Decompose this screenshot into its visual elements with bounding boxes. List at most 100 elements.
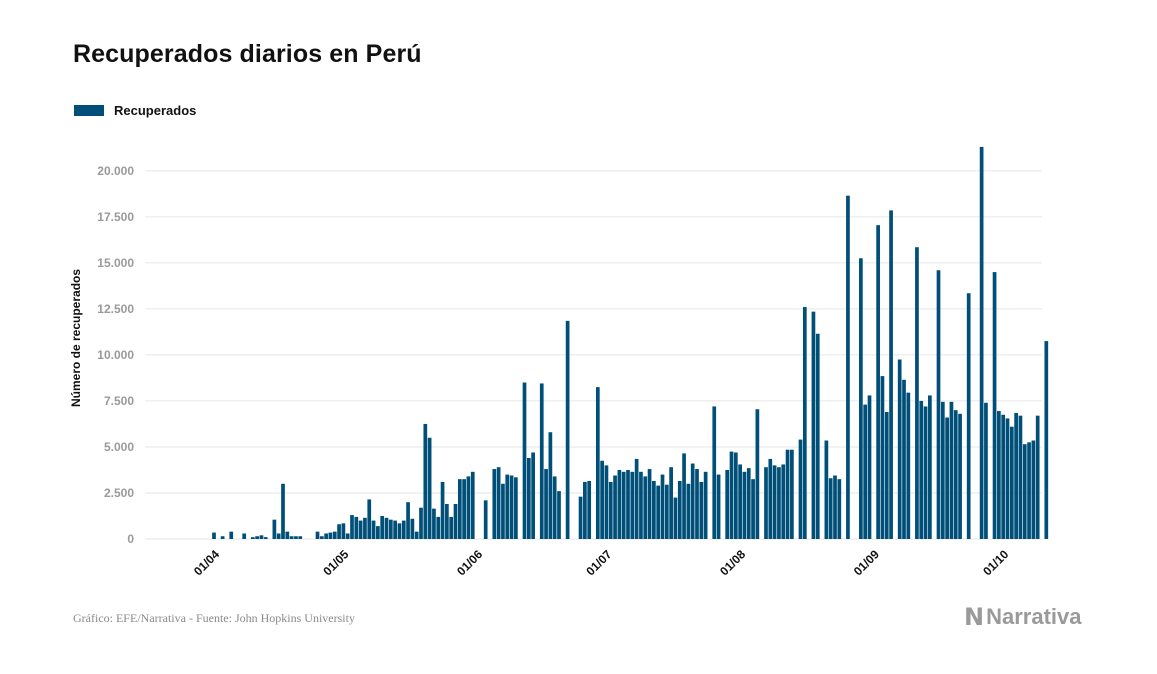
- bar: [992, 272, 997, 539]
- x-tick-label: 01/10: [980, 547, 1011, 578]
- bar: [966, 293, 971, 539]
- bar: [367, 499, 372, 539]
- bar: [781, 464, 786, 539]
- bar: [824, 440, 829, 539]
- bar: [294, 536, 298, 539]
- bar: [1035, 415, 1040, 539]
- bar: [979, 146, 984, 539]
- bar: [643, 476, 648, 539]
- bar: [608, 481, 613, 539]
- y-tick-label: 12.500: [97, 302, 134, 316]
- y-tick-label: 17.500: [97, 210, 134, 224]
- bar: [557, 491, 561, 539]
- bar: [703, 471, 708, 539]
- bar: [604, 465, 609, 539]
- bar: [652, 481, 656, 539]
- bar: [1044, 341, 1049, 539]
- bar: [363, 517, 367, 539]
- bar: [453, 504, 458, 539]
- bar: [656, 485, 661, 539]
- bar: [427, 437, 432, 539]
- bar: [699, 481, 704, 539]
- brand-logo: N Narrativa: [964, 603, 1081, 631]
- bar: [505, 474, 510, 539]
- bars: [212, 146, 1049, 540]
- bar: [884, 411, 889, 539]
- bar: [544, 469, 548, 539]
- x-tick-label: 01/06: [454, 547, 485, 578]
- y-tick-label: 5.000: [104, 440, 134, 454]
- bar: [815, 333, 820, 539]
- bar: [410, 518, 415, 539]
- x-tick-label: 01/07: [583, 547, 614, 578]
- bar: [324, 533, 328, 539]
- bar: [548, 432, 553, 539]
- brand-name: Narrativa: [986, 604, 1082, 629]
- bar: [746, 468, 751, 540]
- y-tick-label: 10.000: [97, 348, 134, 362]
- bar: [902, 379, 906, 539]
- bar: [1009, 426, 1014, 539]
- bar: [552, 476, 557, 539]
- bar: [811, 311, 816, 539]
- bar: [945, 417, 949, 539]
- bar: [919, 400, 924, 539]
- bar: [285, 531, 290, 539]
- y-axis-ticks: 0 2.500 5.000 7.500 10.000 12.500 15.000 17.500…: [97, 164, 134, 546]
- bar: [587, 481, 592, 539]
- bar: [915, 247, 919, 539]
- bar: [1022, 444, 1027, 539]
- bar: [212, 532, 216, 539]
- bar: [393, 520, 397, 539]
- bar: [716, 474, 721, 539]
- bar: [785, 449, 790, 539]
- bar: [345, 533, 350, 539]
- bar: [220, 536, 225, 539]
- bar: [315, 531, 320, 539]
- bar: [466, 476, 471, 539]
- source-note: Gráfico: EFE/Narrativa - Fuente: John Ho…: [73, 611, 355, 625]
- legend: Recuperados: [74, 103, 196, 118]
- bar: [880, 376, 885, 539]
- bar: [617, 469, 622, 539]
- bar: [863, 404, 868, 539]
- y-tick-label: 7.500: [104, 394, 134, 408]
- bar: [733, 452, 738, 539]
- bar: [940, 401, 945, 539]
- bar: [1031, 440, 1036, 539]
- bar: [833, 475, 837, 539]
- bar: [729, 451, 734, 539]
- bar: [1005, 418, 1010, 539]
- bar: [859, 258, 863, 539]
- bar: [380, 515, 385, 539]
- bar: [682, 453, 686, 539]
- bar: [354, 516, 359, 539]
- bar: [384, 517, 389, 539]
- bar: [388, 519, 393, 539]
- bar: [867, 395, 872, 539]
- bar: [419, 507, 423, 539]
- x-tick-label: 01/09: [851, 547, 882, 578]
- bar: [526, 458, 531, 539]
- bar: [457, 479, 462, 539]
- y-tick-label: 0: [127, 532, 134, 546]
- bar: [298, 536, 303, 539]
- bar: [837, 479, 842, 539]
- bar: [432, 508, 436, 540]
- bar: [436, 516, 441, 539]
- bar: [259, 535, 264, 539]
- bar: [764, 467, 768, 539]
- bar: [358, 520, 363, 539]
- legend-label: Recuperados: [114, 103, 197, 118]
- bar: [712, 406, 717, 539]
- bar: [501, 483, 505, 539]
- bar: [897, 359, 902, 539]
- bar: [621, 471, 626, 539]
- bar: [397, 523, 402, 539]
- bar: [423, 423, 428, 539]
- bar: [677, 481, 682, 539]
- legend-swatch: [74, 105, 104, 116]
- bar: [337, 524, 341, 539]
- bar: [1018, 415, 1023, 539]
- bar: [923, 406, 928, 539]
